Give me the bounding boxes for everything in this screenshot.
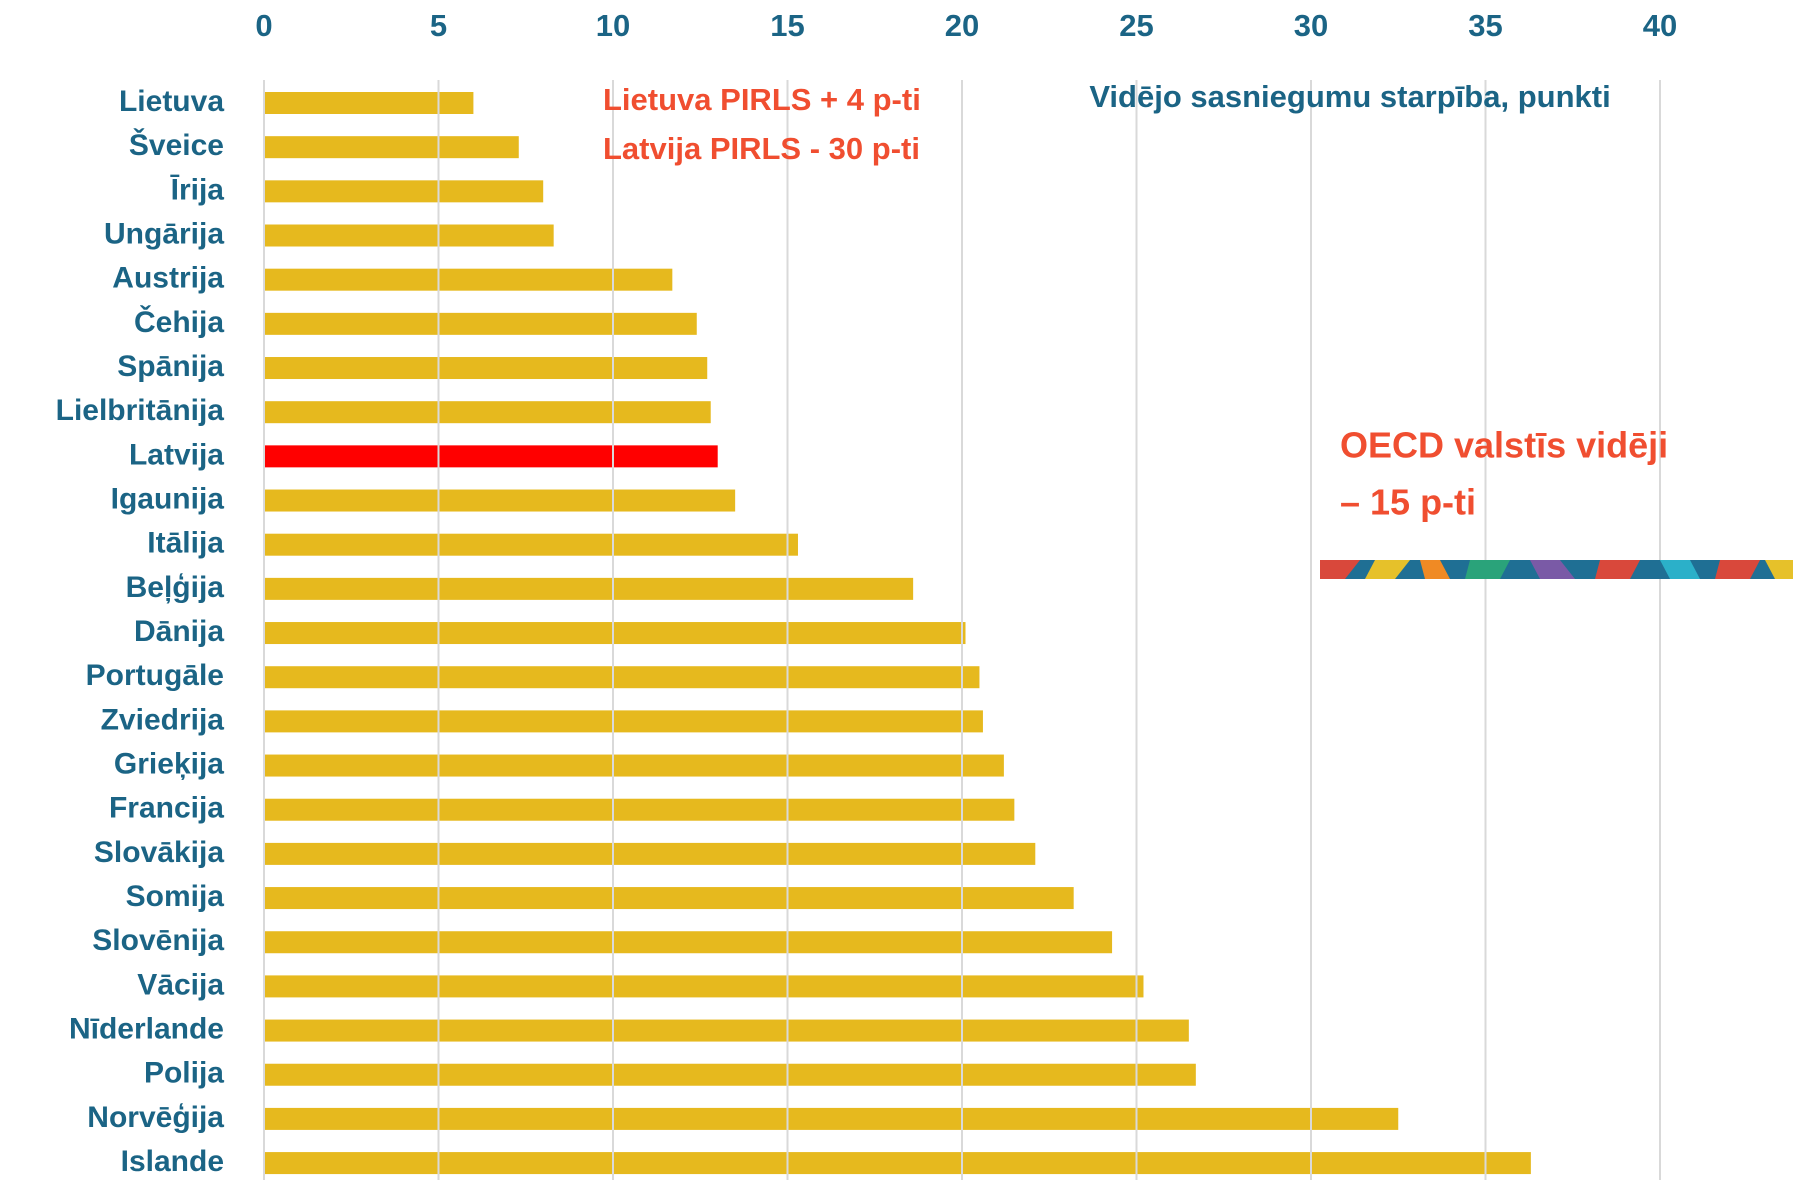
bar — [264, 622, 965, 644]
bar — [264, 225, 554, 247]
bar — [264, 136, 519, 158]
bar — [264, 1152, 1531, 1174]
x-tick-label: 0 — [255, 8, 272, 43]
x-tick-label: 30 — [1294, 8, 1328, 43]
bar — [264, 1020, 1189, 1042]
bar — [264, 401, 711, 423]
bar — [264, 931, 1112, 953]
decorative-stripe — [1320, 560, 1793, 579]
y-tick-label: Igaunija — [111, 482, 225, 515]
y-tick-label: Grieķija — [114, 747, 224, 780]
annotation: Latvija PIRLS - 30 p-ti — [603, 131, 920, 166]
y-tick-label: Latvija — [129, 438, 224, 471]
y-tick-label: Ungārija — [104, 217, 224, 250]
y-tick-label: Nīderlande — [69, 1012, 224, 1045]
bar — [264, 578, 913, 600]
y-tick-label: Spānija — [117, 350, 224, 383]
y-tick-label: Norvēģija — [87, 1101, 224, 1134]
bar — [264, 666, 979, 688]
bar — [264, 887, 1074, 909]
y-tick-label: Zviedrija — [101, 703, 225, 736]
bar — [264, 490, 735, 512]
y-tick-label: Francija — [109, 792, 224, 825]
bar — [264, 92, 473, 114]
y-tick-label: Polija — [144, 1057, 224, 1090]
x-tick-label: 5 — [430, 8, 447, 43]
annotation: OECD valstīs vidēji — [1340, 425, 1668, 466]
bar — [264, 975, 1143, 997]
y-tick-label: Lielbritānija — [56, 394, 225, 427]
y-tick-label: Itālija — [147, 527, 224, 560]
y-tick-label: Šveice — [129, 128, 224, 162]
bar — [264, 710, 983, 732]
x-tick-label: 40 — [1643, 8, 1677, 43]
y-tick-label: Slovēnija — [92, 924, 224, 957]
y-tick-label: Čehija — [134, 305, 224, 339]
bar — [264, 843, 1035, 865]
bar — [264, 313, 697, 335]
bar — [264, 755, 1004, 777]
bar — [264, 1064, 1196, 1086]
y-tick-label: Islande — [121, 1145, 224, 1178]
annotation: Lietuva PIRLS + 4 p-ti — [603, 82, 921, 117]
bar — [264, 534, 798, 556]
y-tick-label: Lietuva — [119, 85, 224, 118]
bar — [264, 1108, 1398, 1130]
x-tick-label: 25 — [1119, 8, 1153, 43]
y-tick-label: Austrija — [112, 262, 224, 295]
y-tick-label: Īrija — [170, 173, 225, 206]
y-tick-label: Slovākija — [94, 836, 224, 869]
x-tick-label: 35 — [1468, 8, 1502, 43]
bar — [264, 357, 707, 379]
page: {"chart_data": {"type": "barh", "categor… — [0, 0, 1793, 1180]
bar — [264, 799, 1014, 821]
bar — [264, 269, 672, 291]
bar — [264, 445, 718, 467]
y-tick-label: Beļģija — [126, 571, 225, 604]
y-tick-label: Portugāle — [86, 659, 224, 692]
y-tick-label: Somija — [126, 880, 225, 913]
x-tick-label: 15 — [770, 8, 804, 43]
x-tick-label: 20 — [945, 8, 979, 43]
y-tick-label: Vācija — [137, 968, 224, 1001]
axis-title: Vidējo sasniegumu starpība, punkti — [1089, 79, 1610, 114]
bar — [264, 180, 543, 202]
x-tick-label: 10 — [596, 8, 630, 43]
annotation: – 15 p-ti — [1340, 482, 1476, 523]
y-tick-label: Dānija — [134, 615, 224, 648]
chart: Islande Norvēģija Polija Nīderlande Vācija Sl… — [0, 0, 1793, 1180]
